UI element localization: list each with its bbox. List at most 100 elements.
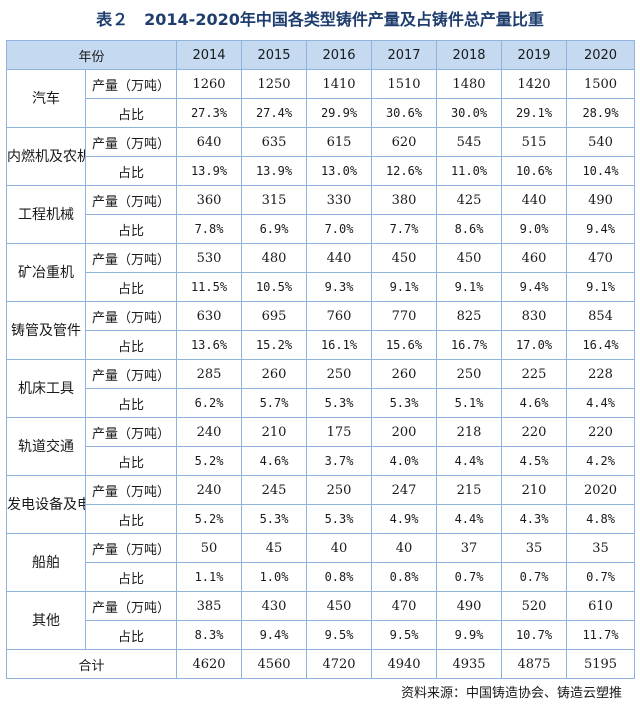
share-value: 4.8% <box>566 504 636 534</box>
share-value: 9.0% <box>501 214 568 244</box>
share-value: 5.3% <box>241 504 308 534</box>
output-value: 360 <box>176 185 243 215</box>
share-value: 10.7% <box>501 620 568 650</box>
share-value: 17.0% <box>501 330 568 360</box>
share-value: 9.9% <box>436 620 503 650</box>
total-value: 4875 <box>501 649 568 679</box>
share-row: 占比 1.1% 1.0% 0.8% 0.8% 0.7% 0.7% 0.7% <box>7 562 636 592</box>
share-value: 0.7% <box>566 562 636 592</box>
output-label: 产量（万吨） <box>84 359 178 389</box>
share-value: 8.6% <box>436 214 503 244</box>
share-value: 13.6% <box>176 330 243 360</box>
share-label: 占比 <box>84 272 178 302</box>
share-value: 16.1% <box>306 330 373 360</box>
output-label: 产量（万吨） <box>84 243 178 273</box>
share-value: 4.5% <box>501 446 568 476</box>
total-value: 4560 <box>241 649 308 679</box>
output-value: 630 <box>176 301 243 331</box>
share-value: 10.6% <box>501 156 568 186</box>
total-value: 4940 <box>371 649 438 679</box>
share-value: 4.0% <box>371 446 438 476</box>
year-header: 2020 <box>566 40 636 70</box>
output-value: 695 <box>241 301 308 331</box>
output-value: 228 <box>566 359 636 389</box>
category-name: 工程机械 <box>6 185 86 244</box>
output-value: 45 <box>241 533 308 563</box>
output-value: 37 <box>436 533 503 563</box>
share-value: 5.2% <box>176 504 243 534</box>
source-note: 资料来源：中国铸造协会、铸造云塑推 <box>400 686 622 701</box>
share-value: 30.0% <box>436 98 503 128</box>
category-name: 机床工具 <box>6 359 86 418</box>
output-value: 200 <box>371 417 438 447</box>
year-header: 2019 <box>501 40 568 70</box>
year-header-label: 年份 <box>5 40 178 70</box>
output-value: 515 <box>501 127 568 157</box>
share-label: 占比 <box>84 620 178 650</box>
share-value: 11.7% <box>566 620 636 650</box>
output-label: 产量（万吨） <box>84 417 178 447</box>
output-value: 40 <box>371 533 438 563</box>
total-label: 合计 <box>5 649 178 679</box>
output-value: 830 <box>501 301 568 331</box>
output-value: 315 <box>241 185 308 215</box>
share-value: 5.3% <box>371 388 438 418</box>
total-value: 5195 <box>566 649 636 679</box>
castings-output-table: 年份 2014 2015 2016 2017 2018 2019 2020 汽车… <box>5 40 636 679</box>
output-label: 产量（万吨） <box>84 69 178 99</box>
category-name: 轨道交通 <box>6 417 86 476</box>
share-value: 9.1% <box>566 272 636 302</box>
share-value: 29.1% <box>501 98 568 128</box>
output-value: 470 <box>371 591 438 621</box>
output-row: 轨道交通 产量（万吨） 240 210 175 200 218 220 220 <box>6 417 636 476</box>
share-value: 10.4% <box>566 156 636 186</box>
output-value: 615 <box>306 127 373 157</box>
share-value: 5.3% <box>306 504 373 534</box>
output-value: 385 <box>176 591 243 621</box>
share-value: 29.9% <box>306 98 373 128</box>
share-value: 1.1% <box>176 562 243 592</box>
share-row: 占比 5.2% 5.3% 5.3% 4.9% 4.4% 4.3% 4.8% <box>7 504 636 534</box>
output-value: 520 <box>501 591 568 621</box>
share-value: 5.1% <box>436 388 503 418</box>
share-value: 4.4% <box>436 446 503 476</box>
share-label: 占比 <box>84 446 178 476</box>
share-value: 8.3% <box>176 620 243 650</box>
output-value: 225 <box>501 359 568 389</box>
output-value: 425 <box>436 185 503 215</box>
share-row: 占比 8.3% 9.4% 9.5% 9.5% 9.9% 10.7% 11.7% <box>7 620 636 650</box>
share-value: 0.7% <box>436 562 503 592</box>
output-value: 50 <box>176 533 243 563</box>
output-value: 250 <box>306 475 373 505</box>
share-row: 占比 6.2% 5.7% 5.3% 5.3% 5.1% 4.6% 4.4% <box>7 388 636 418</box>
share-value: 4.4% <box>436 504 503 534</box>
output-value: 40 <box>306 533 373 563</box>
total-value: 4935 <box>436 649 503 679</box>
share-value: 27.3% <box>176 98 243 128</box>
table-title: 表２ 2014-2020年中国各类型铸件产量及占铸件总产量比重 <box>96 10 544 29</box>
output-value: 260 <box>241 359 308 389</box>
output-value: 450 <box>306 591 373 621</box>
output-value: 1500 <box>566 69 636 99</box>
output-value: 760 <box>306 301 373 331</box>
category-name: 矿冶重机 <box>6 243 86 302</box>
share-row: 占比 13.6% 15.2% 16.1% 15.6% 16.7% 17.0% 16.4% <box>7 330 636 360</box>
table-body: 汽车 产量（万吨） 1260 1250 1410 1510 1480 1420 1500 占比 27… <box>6 69 636 650</box>
output-value: 240 <box>176 417 243 447</box>
share-value: 13.9% <box>241 156 308 186</box>
share-value: 11.0% <box>436 156 503 186</box>
share-label: 占比 <box>84 330 178 360</box>
output-value: 285 <box>176 359 243 389</box>
output-value: 35 <box>501 533 568 563</box>
output-value: 460 <box>501 243 568 273</box>
share-value: 9.5% <box>371 620 438 650</box>
output-row: 内燃机及农机 产量（万吨） 640 635 615 620 545 515 540 <box>6 127 636 186</box>
output-value: 210 <box>501 475 568 505</box>
output-row: 船舶 产量（万吨） 50 45 40 40 37 35 35 <box>6 533 636 592</box>
output-value: 540 <box>566 127 636 157</box>
output-value: 330 <box>306 185 373 215</box>
share-value: 9.5% <box>306 620 373 650</box>
share-value: 1.0% <box>241 562 308 592</box>
share-row: 占比 5.2% 4.6% 3.7% 4.0% 4.4% 4.5% 4.2% <box>7 446 636 476</box>
output-value: 770 <box>371 301 438 331</box>
